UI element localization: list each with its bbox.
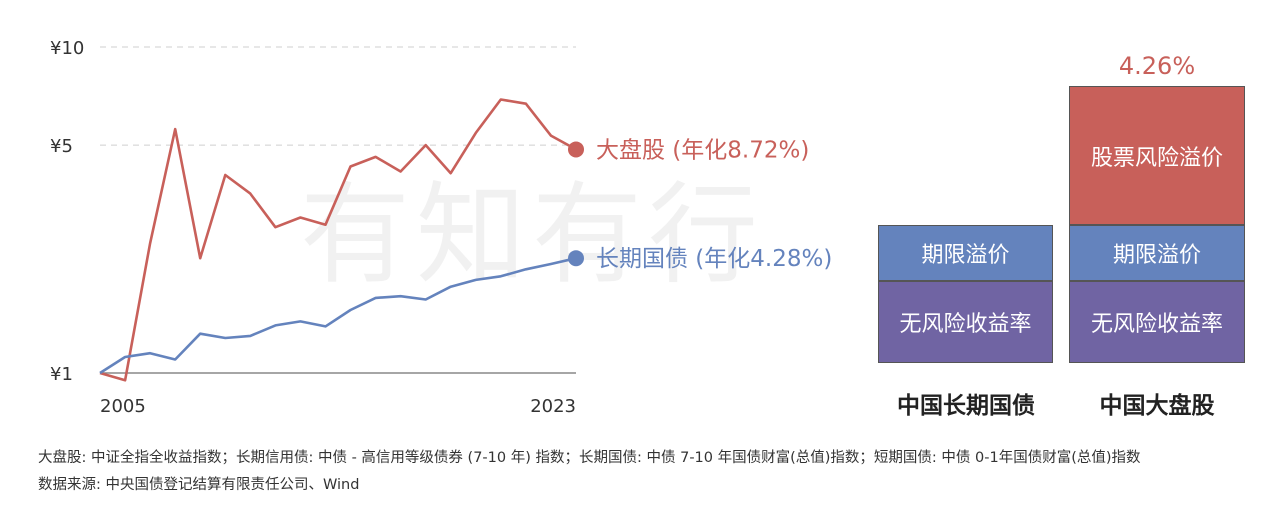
x-tick-label-start: 2005 <box>100 396 146 417</box>
footnote-indices: 大盘股: 中证全指全收益指数；长期信用债: 中债 - 高信用等级债券 (7-10… <box>38 450 1141 466</box>
equity-term-premium-box: 期限溢价 <box>1069 225 1245 281</box>
bond-stack-label: 中国长期国债 <box>897 393 1035 419</box>
watermark: 有知有行 <box>300 171 764 299</box>
large-cap-stock-label: 大盘股 (年化8.72%) <box>596 137 809 163</box>
bond-risk-free-box: 无风险收益率 <box>878 281 1053 363</box>
large-cap-stock-end-marker <box>568 141 584 158</box>
footnote-source: 数据来源: 中央国债登记结算有限责任公司、Wind <box>38 477 360 493</box>
equity-premium-value: 4.26% <box>1118 52 1196 80</box>
long-term-bond-label: 长期国债 (年化4.28%) <box>596 246 832 272</box>
line-chart: ¥10 ¥5 ¥1 2005 2023 大盘股 (年化8.72%) 长期国债 (年化4.28… <box>50 38 832 417</box>
x-tick-label-end: 2023 <box>530 396 576 417</box>
bond-term-premium-box: 期限溢价 <box>878 225 1053 281</box>
y-tick-label-2: ¥1 <box>50 364 73 385</box>
equity-risk-free-box: 无风险收益率 <box>1069 281 1245 363</box>
y-tick-label-0: ¥10 <box>50 38 84 59</box>
equity-risk-premium-box: 股票风险溢价 <box>1069 86 1245 225</box>
large-cap-stock-line <box>99 98 577 382</box>
long-term-bond-line <box>99 256 577 375</box>
equity-stack-label: 中国大盘股 <box>1099 393 1215 419</box>
y-tick-label-1: ¥5 <box>50 136 73 157</box>
long-term-bond-end-marker <box>568 250 584 267</box>
